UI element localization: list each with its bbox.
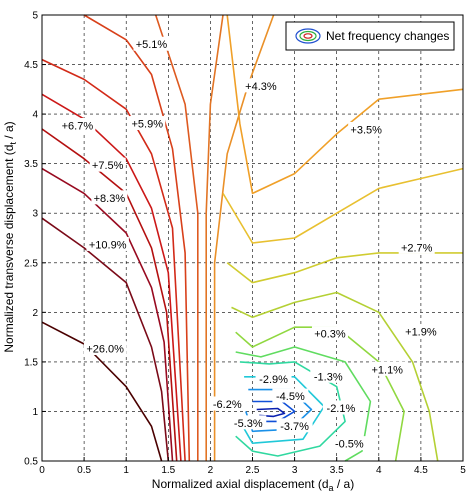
contour-label-bg bbox=[348, 121, 385, 136]
contour-label-bg bbox=[89, 157, 126, 172]
y-tick-label: 3 bbox=[32, 209, 38, 220]
y-tick-label: 4.5 bbox=[24, 60, 38, 71]
contour-line-left-6 bbox=[83, 14, 191, 462]
x-axis-label: Normalized axial displacement (da / a) bbox=[152, 477, 354, 493]
contour-line-right-9 bbox=[252, 400, 296, 423]
contour-label-bg bbox=[242, 78, 279, 93]
contour-label-bg bbox=[272, 388, 309, 403]
contour-line-right-5 bbox=[235, 346, 372, 462]
contour-label: -2.1% bbox=[327, 403, 356, 415]
contour-label: +5.1% bbox=[136, 39, 168, 51]
contour-label-bg bbox=[310, 368, 347, 383]
x-tick-label: 0 bbox=[39, 465, 45, 476]
y-axis-label: Normalized transverse displacement (dt /… bbox=[2, 121, 18, 352]
contour-label-bg bbox=[402, 324, 439, 339]
contour-label-bg bbox=[129, 116, 166, 131]
contour-labels: +5.1% +4.3% +6.7% +5.9% +3.5% +7.5% +8.3% +10.9… bbox=[59, 36, 439, 451]
contour-label: -5.3% bbox=[234, 418, 263, 430]
contour-line-left-0 bbox=[41, 321, 163, 462]
contour-label: -4.5% bbox=[276, 391, 305, 403]
contour-line-right-0 bbox=[226, 14, 464, 195]
contour-line-left-1 bbox=[41, 217, 170, 462]
contour-label: +10.9% bbox=[89, 239, 127, 251]
contour-label-bg bbox=[230, 415, 267, 430]
y-tick-label: 2.5 bbox=[24, 258, 38, 269]
contour-label: +7.5% bbox=[92, 160, 124, 172]
y-axis-ticks: 0.5 1 1.5 2 2.5 3 3.5 4 4.5 5 bbox=[24, 11, 46, 468]
contour-label: +5.9% bbox=[132, 119, 164, 131]
contour-label-bg bbox=[83, 341, 127, 356]
y-tick-label: 4 bbox=[32, 110, 38, 121]
contour-label: -2.9% bbox=[259, 374, 288, 386]
x-tick-label: 4 bbox=[376, 465, 382, 476]
y-tick-label: 2 bbox=[32, 308, 38, 319]
contour-label-bg bbox=[133, 36, 170, 51]
contour-label: +1.9% bbox=[405, 327, 437, 339]
contour-label-bg bbox=[398, 239, 435, 254]
x-tick-label: 1.5 bbox=[161, 465, 175, 476]
x-tick-label: 5 bbox=[460, 465, 466, 476]
contour-line-right-1 bbox=[222, 167, 464, 244]
contour-line-left-8 bbox=[205, 14, 224, 461]
x-tick-label: 2 bbox=[208, 465, 214, 476]
contour-label-bg bbox=[322, 400, 359, 415]
contour-label: +26.0% bbox=[86, 344, 124, 356]
contour-line-right-10 bbox=[256, 407, 286, 418]
legend-box bbox=[285, 21, 455, 51]
contour-line-left-9 bbox=[213, 14, 275, 461]
contour-line-left-7 bbox=[154, 14, 199, 461]
x-tick-label: 3.5 bbox=[330, 465, 344, 476]
contour-label-bg bbox=[91, 190, 128, 205]
contour-label: -6.2% bbox=[213, 399, 242, 411]
y-tick-label: 1 bbox=[32, 407, 38, 418]
contour-label: +4.3% bbox=[245, 81, 277, 93]
x-tick-label: 4.5 bbox=[414, 465, 428, 476]
x-tick-label: 3 bbox=[292, 465, 298, 476]
contour-line-left-4 bbox=[41, 93, 182, 462]
contour-label: +1.1% bbox=[371, 364, 403, 376]
contour-label-bg bbox=[331, 436, 368, 451]
contour-label: +0.3% bbox=[314, 329, 346, 341]
contour-label: -1.3% bbox=[314, 371, 343, 383]
x-axis-ticks: 0 0.5 1 1.5 2 2.5 3 3.5 4 4.5 5 bbox=[39, 457, 466, 476]
contour-label-bg bbox=[276, 418, 313, 433]
legend-label: Net frequency changes bbox=[326, 29, 449, 43]
x-tick-label: 1 bbox=[123, 465, 129, 476]
contour-label: +8.3% bbox=[94, 193, 126, 205]
contour-line-left-3 bbox=[41, 128, 178, 462]
contour-label: +2.7% bbox=[401, 242, 433, 254]
contour-label: +3.5% bbox=[350, 124, 382, 136]
y-tick-label: 1.5 bbox=[24, 357, 38, 368]
contour-label: -0.5% bbox=[335, 439, 364, 451]
y-tick-label: 3.5 bbox=[24, 159, 38, 170]
contour-line-right-3 bbox=[231, 291, 439, 462]
contour-label-bg bbox=[311, 326, 348, 341]
x-tick-label: 2.5 bbox=[246, 465, 260, 476]
contour-label-bg bbox=[369, 361, 406, 376]
contour-label-bg bbox=[209, 396, 246, 411]
contour-label: -3.7% bbox=[280, 421, 309, 433]
contour-line-left-2 bbox=[41, 167, 174, 462]
contour-line-right-6 bbox=[235, 361, 346, 457]
legend: Net frequency changes bbox=[285, 21, 455, 51]
contour-label-bg bbox=[59, 118, 96, 133]
y-tick-label: 5 bbox=[32, 11, 38, 22]
y-tick-label: 0.5 bbox=[24, 457, 38, 468]
legend-contour-icon bbox=[295, 28, 321, 44]
contour-label-bg bbox=[86, 236, 129, 251]
contour-label: +6.7% bbox=[62, 121, 94, 133]
x-tick-label: 0.5 bbox=[77, 465, 91, 476]
contour-line-left-5 bbox=[41, 58, 186, 462]
contour-label-bg bbox=[255, 371, 292, 386]
